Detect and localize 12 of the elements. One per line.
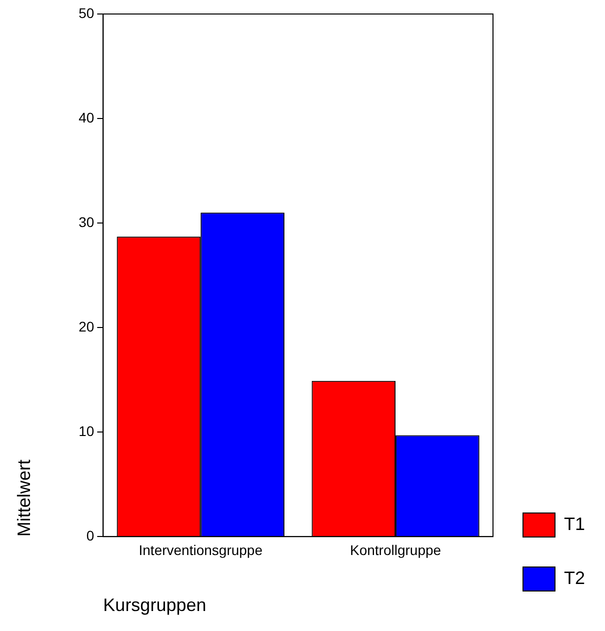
y-tick-label: 20 [78, 318, 94, 334]
y-tick-label: 0 [86, 527, 94, 544]
x-axis-title: Kursgruppen [103, 595, 206, 616]
x-tick-label: Kontrollgruppe [350, 542, 442, 558]
legend-label: T2 [564, 568, 586, 588]
x-tick-label: Interventionsgruppe [138, 542, 263, 558]
y-axis-title: Mittelwert [14, 460, 34, 537]
legend-label: T1 [564, 514, 586, 534]
y-tick-label: 50 [78, 4, 94, 21]
y-tick-label: 40 [78, 109, 94, 126]
y-tick-label: 30 [78, 214, 94, 230]
y-tick-label: 10 [78, 422, 94, 439]
